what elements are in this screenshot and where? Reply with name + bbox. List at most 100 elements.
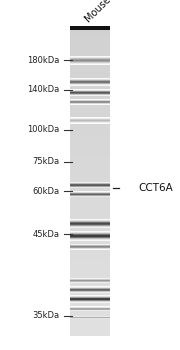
Bar (70, 224, 110, 225)
Bar (70, 295, 110, 296)
Bar (70, 257, 110, 258)
Bar (70, 118, 110, 119)
Bar (70, 218, 110, 219)
Bar (70, 290, 110, 291)
Bar (70, 255, 110, 256)
Bar (70, 104, 110, 105)
Bar (70, 102, 110, 103)
Bar (70, 285, 110, 286)
Bar (70, 322, 110, 323)
Bar (70, 175, 110, 176)
Bar (70, 163, 110, 164)
Bar (70, 324, 110, 325)
Bar (70, 251, 110, 252)
Bar (70, 49, 110, 50)
Bar (70, 244, 110, 245)
Bar (70, 91, 110, 92)
Bar (70, 195, 110, 196)
Bar (70, 34, 110, 35)
Text: 60kDa: 60kDa (32, 187, 59, 196)
Bar (70, 116, 110, 117)
Bar (70, 234, 110, 236)
Bar (70, 212, 110, 213)
Bar (70, 30, 110, 31)
Bar (70, 259, 110, 260)
Bar (70, 60, 110, 61)
Bar (70, 52, 110, 54)
Bar (70, 67, 110, 68)
Bar (70, 114, 110, 115)
Bar (70, 162, 110, 163)
Bar (70, 332, 110, 333)
Bar (70, 38, 110, 39)
Bar (70, 188, 110, 189)
Bar (70, 231, 110, 232)
Bar (70, 61, 110, 62)
Bar (70, 284, 110, 285)
Bar (70, 256, 110, 257)
Bar (70, 313, 110, 314)
Bar (70, 26, 110, 30)
Bar (70, 265, 110, 266)
Bar (70, 286, 110, 287)
Bar (70, 318, 110, 320)
Bar (70, 42, 110, 43)
Bar (70, 176, 110, 177)
Bar (70, 215, 110, 216)
Bar (70, 168, 110, 169)
Bar (70, 59, 110, 60)
Bar (70, 329, 110, 330)
Bar (70, 139, 110, 140)
Bar (70, 309, 110, 310)
Text: 75kDa: 75kDa (32, 158, 59, 167)
Bar (70, 288, 110, 289)
Bar (70, 125, 110, 126)
Bar (70, 110, 110, 111)
Bar (70, 50, 110, 51)
Bar (70, 241, 110, 243)
Bar (70, 31, 110, 32)
Bar (70, 99, 110, 100)
Bar (70, 37, 110, 38)
Bar (70, 108, 110, 109)
Bar (70, 68, 110, 69)
Bar (70, 183, 110, 184)
Bar (70, 302, 110, 303)
Bar (70, 44, 110, 46)
Bar (70, 153, 110, 154)
Bar (70, 29, 110, 30)
Bar (70, 86, 110, 88)
Bar (70, 196, 110, 197)
Bar (70, 33, 110, 34)
Bar (70, 48, 110, 49)
Bar (70, 106, 110, 107)
Bar (70, 248, 110, 249)
Bar (70, 300, 110, 301)
Bar (70, 330, 110, 331)
Bar (70, 90, 110, 91)
Bar (70, 72, 110, 73)
Bar (70, 323, 110, 324)
Bar (70, 199, 110, 201)
Bar (70, 216, 110, 217)
Bar (70, 124, 110, 125)
Bar (70, 226, 110, 227)
Bar (70, 56, 110, 57)
Bar (70, 217, 110, 218)
Bar (70, 128, 110, 130)
Bar (70, 180, 110, 181)
Bar (70, 206, 110, 208)
Bar (70, 160, 110, 161)
Bar (70, 273, 110, 274)
Bar (70, 320, 110, 321)
Bar (70, 310, 110, 312)
Bar (70, 308, 110, 309)
Bar (70, 258, 110, 259)
Bar (70, 262, 110, 263)
Bar (70, 214, 110, 215)
Bar (70, 190, 110, 191)
Bar (70, 40, 110, 41)
Bar (70, 291, 110, 292)
Bar (70, 276, 110, 278)
Bar (70, 161, 110, 162)
